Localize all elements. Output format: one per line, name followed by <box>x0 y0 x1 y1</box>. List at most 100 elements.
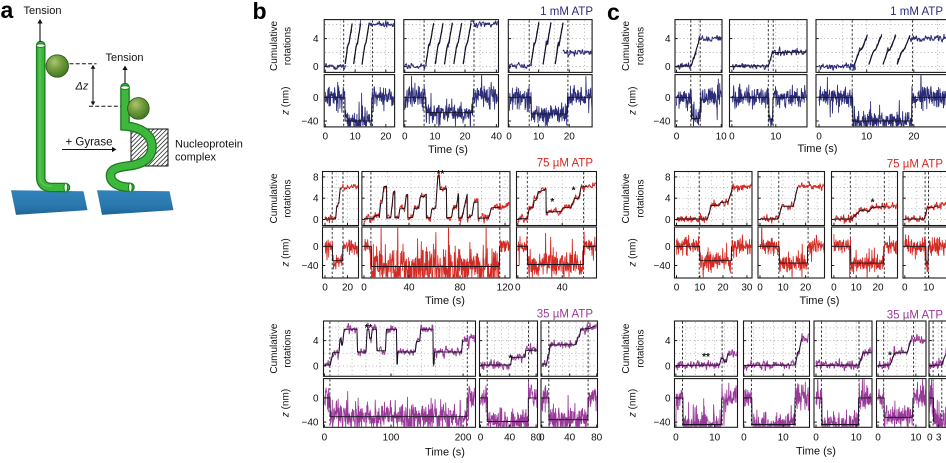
svg-text:+ Gyrase: + Gyrase <box>66 137 113 149</box>
svg-text:80: 80 <box>591 432 603 443</box>
svg-text:20: 20 <box>380 131 392 142</box>
svg-text:Time (s): Time (s) <box>796 446 836 458</box>
svg-text:10: 10 <box>533 131 545 142</box>
svg-text:80: 80 <box>454 283 466 294</box>
svg-text:rotations: rotations <box>283 27 294 65</box>
svg-text:Cumulative: Cumulative <box>269 323 280 373</box>
svg-text:*: * <box>572 186 576 197</box>
svg-text:a: a <box>1 0 14 23</box>
svg-text:40: 40 <box>504 432 516 443</box>
svg-text:*: * <box>509 354 513 365</box>
svg-text:Tension: Tension <box>24 5 62 17</box>
svg-text:0: 0 <box>313 93 319 104</box>
svg-text:10: 10 <box>923 283 935 294</box>
svg-text:rotations: rotations <box>283 329 294 367</box>
svg-text:20: 20 <box>459 131 471 142</box>
svg-text:c: c <box>607 0 620 25</box>
svg-text:**: ** <box>702 352 710 363</box>
svg-text:40: 40 <box>491 131 503 142</box>
svg-text:z (nm): z (nm) <box>628 389 639 418</box>
svg-text:20: 20 <box>717 283 729 294</box>
svg-text:Tension: Tension <box>106 52 144 64</box>
svg-text:75 µM ATP: 75 µM ATP <box>537 158 594 170</box>
svg-text:0: 0 <box>313 62 319 73</box>
svg-text:120: 120 <box>497 283 514 294</box>
svg-text:0: 0 <box>323 131 329 142</box>
svg-text:0: 0 <box>902 283 908 294</box>
svg-text:z (nm): z (nm) <box>281 238 292 267</box>
svg-text:0: 0 <box>313 242 319 253</box>
svg-text:**: ** <box>365 323 373 334</box>
svg-text:0: 0 <box>313 393 319 404</box>
svg-text:10: 10 <box>770 131 782 142</box>
svg-text:10: 10 <box>851 283 863 294</box>
svg-text:30: 30 <box>741 283 753 294</box>
svg-text:z (nm): z (nm) <box>281 87 292 116</box>
svg-text:0: 0 <box>741 432 747 443</box>
svg-text:1 mM ATP: 1 mM ATP <box>540 6 593 18</box>
svg-text:rotations: rotations <box>636 27 647 65</box>
svg-text:35 µM ATP: 35 µM ATP <box>887 309 944 321</box>
svg-text:0: 0 <box>729 131 735 142</box>
svg-text:4: 4 <box>313 34 319 45</box>
svg-text:20: 20 <box>564 131 576 142</box>
svg-text:0: 0 <box>665 62 671 73</box>
svg-text:0: 0 <box>322 283 328 294</box>
svg-text:80: 80 <box>531 432 543 443</box>
svg-text:10: 10 <box>429 131 441 142</box>
svg-text:−40: −40 <box>302 117 319 128</box>
svg-text:40: 40 <box>564 432 576 443</box>
svg-text:−40: −40 <box>302 418 319 429</box>
svg-text:0: 0 <box>361 283 367 294</box>
svg-text:10: 10 <box>778 432 790 443</box>
svg-text:z (nm): z (nm) <box>628 238 639 267</box>
svg-text:*: * <box>888 351 892 362</box>
svg-text:20: 20 <box>342 283 354 294</box>
svg-text:4: 4 <box>665 34 671 45</box>
svg-text:0: 0 <box>757 283 763 294</box>
svg-text:3: 3 <box>936 432 942 443</box>
svg-text:0: 0 <box>665 93 671 104</box>
svg-text:0: 0 <box>674 283 680 294</box>
svg-text:z (nm): z (nm) <box>628 87 639 116</box>
svg-text:0: 0 <box>875 432 881 443</box>
svg-text:10: 10 <box>910 432 922 443</box>
svg-text:Cumulative: Cumulative <box>269 173 280 223</box>
svg-text:4: 4 <box>313 194 319 205</box>
svg-text:0: 0 <box>673 432 679 443</box>
svg-text:0: 0 <box>665 215 671 226</box>
svg-text:10: 10 <box>694 283 706 294</box>
svg-text:Cumulative: Cumulative <box>621 323 632 373</box>
svg-text:35 µM ATP: 35 µM ATP <box>537 309 594 321</box>
svg-text:0: 0 <box>831 283 837 294</box>
svg-text:*: * <box>550 197 554 208</box>
svg-text:8: 8 <box>665 172 671 183</box>
svg-text:0: 0 <box>674 131 680 142</box>
svg-text:0: 0 <box>539 432 545 443</box>
svg-text:4: 4 <box>665 194 671 205</box>
svg-text:20: 20 <box>872 283 884 294</box>
svg-text:4: 4 <box>665 336 671 347</box>
svg-text:40: 40 <box>557 283 569 294</box>
svg-text:b: b <box>253 0 267 24</box>
svg-text:10: 10 <box>350 131 362 142</box>
svg-text:Time (s): Time (s) <box>428 144 468 156</box>
svg-text:0: 0 <box>816 131 822 142</box>
svg-text:Time (s): Time (s) <box>425 295 465 307</box>
svg-text:10: 10 <box>778 283 790 294</box>
svg-text:10: 10 <box>861 131 873 142</box>
svg-text:−40: −40 <box>654 261 671 272</box>
svg-text:10: 10 <box>716 131 728 142</box>
svg-text:Time (s): Time (s) <box>798 143 838 155</box>
svg-text:0: 0 <box>478 432 484 443</box>
svg-text:4: 4 <box>313 336 319 347</box>
svg-text:Time (s): Time (s) <box>800 295 840 307</box>
svg-text:−40: −40 <box>302 261 319 272</box>
svg-text:Δz: Δz <box>75 81 89 93</box>
svg-text:0: 0 <box>665 242 671 253</box>
svg-text:**: ** <box>437 169 445 180</box>
svg-text:100: 100 <box>383 432 400 443</box>
svg-text:10: 10 <box>709 432 721 443</box>
svg-text:0: 0 <box>402 131 408 142</box>
svg-text:0: 0 <box>506 131 512 142</box>
